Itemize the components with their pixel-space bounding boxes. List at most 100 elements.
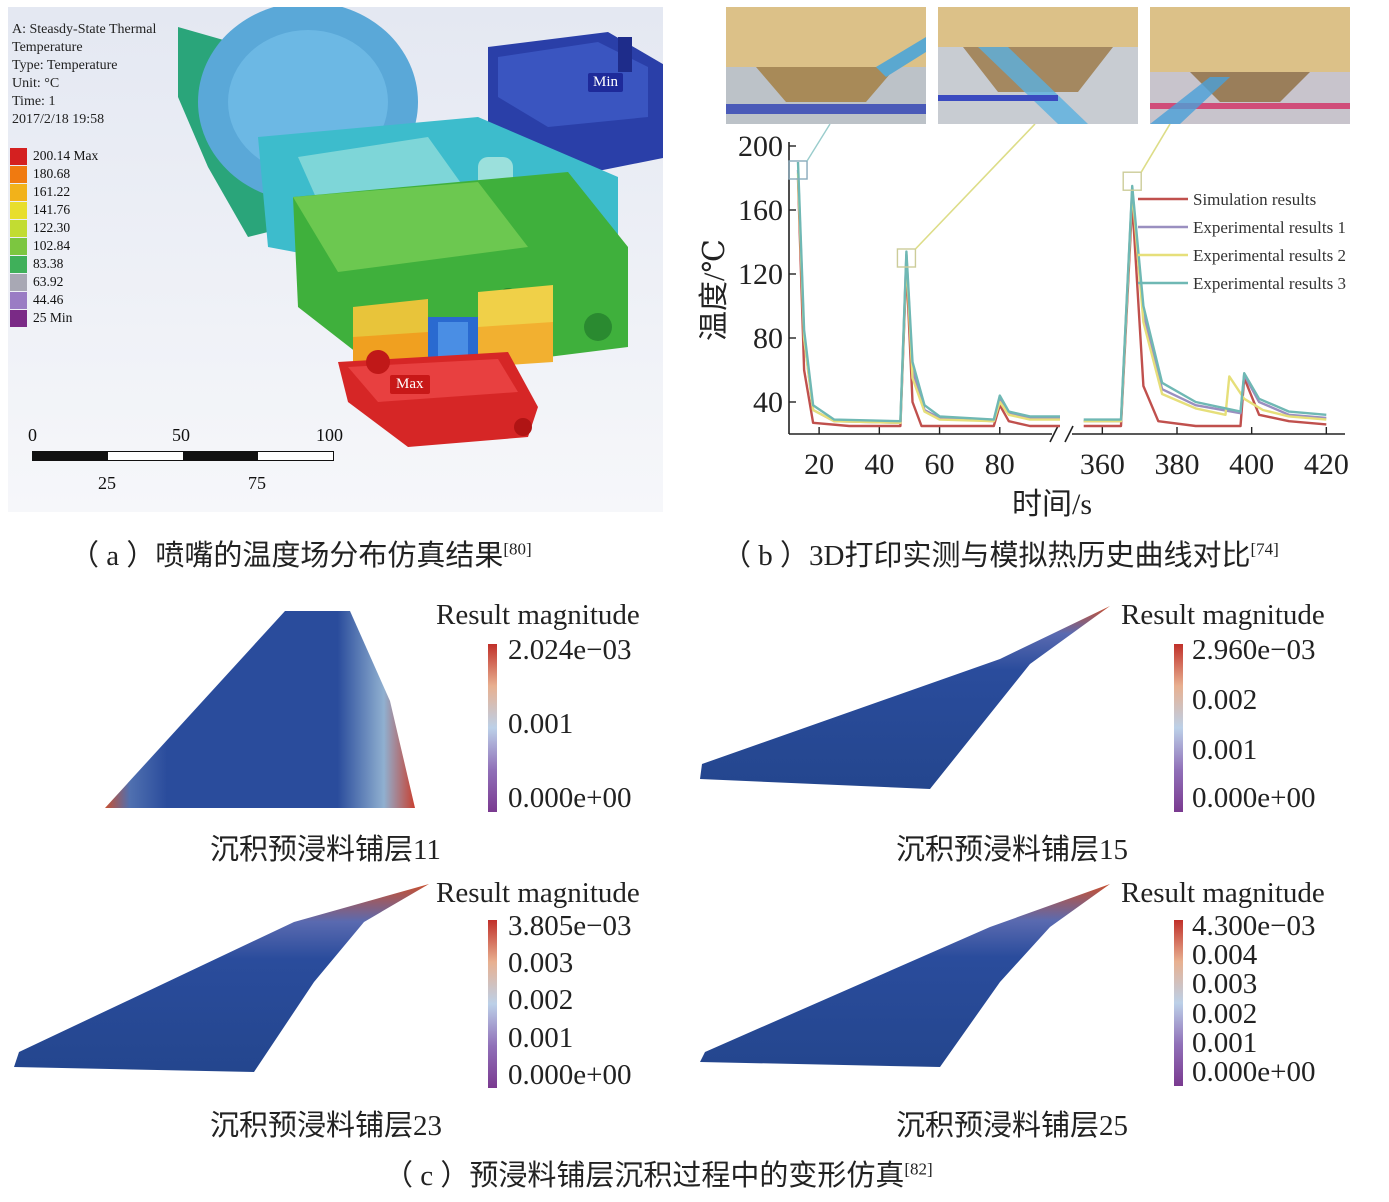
x-tick-label: 360 [1080, 448, 1125, 481]
legend-label-1: Simulation results [1193, 190, 1316, 209]
scale-top-0: 0 [28, 425, 37, 445]
legend-entry: 63.92 [10, 273, 98, 291]
legend-value: 63.92 [33, 274, 64, 289]
legend-label-2: Experimental results 1 [1193, 218, 1346, 237]
panel-a: A: Steasdy-State Thermal Temperature Typ… [8, 7, 663, 512]
legend-entry: 44.46 [10, 291, 98, 309]
plot-25-tick-4: 0.001 [1192, 1027, 1258, 1059]
scale-bottom-75: 75 [248, 473, 266, 493]
fem-nozzle-render [8, 7, 663, 512]
layer-15-shape [700, 606, 1110, 789]
scale-top-50: 50 [172, 425, 190, 445]
plot-25-tick-3: 0.002 [1192, 998, 1258, 1030]
legend-value: 44.46 [33, 292, 64, 307]
plot-25-tick-1: 0.004 [1192, 939, 1258, 971]
min-tag-label: Min [593, 74, 619, 90]
legend-value: 141.76 [33, 202, 71, 217]
caption-c: （ c ）预浸料铺层沉积过程中的变形仿真[82] [384, 1152, 933, 1194]
legend-swatch [10, 201, 27, 219]
y-tick-label: 200 [738, 130, 783, 163]
plot-23-title: Result magnitude [436, 877, 640, 909]
caption-b-ref: [74] [1250, 539, 1279, 559]
x-tick-label: 60 [925, 448, 955, 481]
axis-break-mark [1064, 425, 1074, 443]
series-line-1 [796, 177, 1327, 428]
legend-entry: 180.68 [10, 165, 98, 183]
legend-swatch [10, 183, 27, 201]
plot-23-tick-0: 3.805e−03 [508, 910, 632, 942]
legend-swatch [10, 273, 27, 291]
max-tag: Max [390, 375, 430, 394]
legend-entry: 200.14 Max [10, 147, 98, 165]
plot-25-tick-5: 0.000e+00 [1192, 1056, 1316, 1088]
layer-23-shape [14, 884, 429, 1072]
caption-a: （ a ）喷嘴的温度场分布仿真结果[80] [70, 532, 532, 574]
deformation-plot-23: Result magnitude 3.805e−03 0.003 0.002 0… [14, 874, 694, 1154]
plot-23-label: 沉积预浸料铺层23 [210, 1110, 443, 1142]
scale-bar [32, 451, 334, 461]
min-tag: Min [588, 73, 624, 92]
legend-entry: 25 Min [10, 309, 98, 327]
caption-a-ref: [80] [503, 539, 532, 559]
y-tick-label: 80 [753, 322, 783, 355]
callout-box [788, 160, 808, 180]
deformation-plot-15: Result magnitude 2.960e−03 0.002 0.001 0… [700, 596, 1380, 866]
plot-23-tick-4: 0.000e+00 [508, 1059, 632, 1091]
x-tick-label: 80 [985, 448, 1015, 481]
layer-11-shape [105, 611, 415, 808]
plot-23-tick-2: 0.002 [508, 984, 574, 1016]
plot-15-tick-3: 0.000e+00 [1192, 782, 1316, 814]
caption-b-text: （ b ）3D打印实测与模拟热历史曲线对比 [722, 540, 1251, 572]
legend-entry: 122.30 [10, 219, 98, 237]
plot-15-tick-0: 2.960e−03 [1192, 634, 1316, 666]
plot-11-label: 沉积预浸料铺层11 [210, 834, 441, 866]
legend-swatch [10, 147, 27, 165]
legend-value: 25 Min [33, 310, 73, 325]
callout-box [1122, 171, 1142, 191]
caption-a-text: （ a ）喷嘴的温度场分布仿真结果 [70, 540, 504, 572]
sim-header-line-5: Time: 1 [12, 94, 56, 109]
plot-11-tick-min: 0.000e+00 [508, 782, 632, 814]
thermal-history-chart: 40 80 120 160 200 20 40 60 80 360 380 400 420 时间/s 温度/… [698, 124, 1349, 521]
callout-line [806, 124, 831, 162]
scale-top-100: 100 [316, 425, 343, 445]
plot-11-title: Result magnitude [436, 599, 640, 631]
legend-entry: 83.38 [10, 255, 98, 273]
plot-11-colorbar [488, 644, 497, 812]
sim-header-line-2: Temperature [12, 40, 83, 55]
caption-c-text: （ c ）预浸料铺层沉积过程中的变形仿真 [384, 1160, 905, 1192]
sim-header-line-6: 2017/2/18 19:58 [12, 112, 105, 127]
legend-value: 161.22 [33, 184, 71, 199]
plot-25-colorbar [1174, 920, 1183, 1086]
photo-inset-2 [938, 7, 1138, 124]
y-tick-label: 40 [753, 386, 783, 419]
y-tick-label: 160 [738, 194, 783, 227]
x-tick-label: 420 [1304, 448, 1349, 481]
axis-break-mark [1049, 425, 1059, 443]
sim-header-line-3: Type: Temperature [12, 58, 118, 73]
photo-inset-3 [1150, 7, 1350, 124]
legend-value: 102.84 [33, 238, 71, 253]
plot-23-tick-1: 0.003 [508, 947, 574, 979]
x-tick-label: 20 [804, 448, 834, 481]
temperature-legend: 200.14 Max 180.68 161.22 141.76 122.30 102.84… [10, 147, 98, 327]
legend-swatch [10, 237, 27, 255]
legend-value: 200.14 Max [33, 148, 99, 163]
plot-25-label: 沉积预浸料铺层25 [896, 1110, 1129, 1142]
sim-header-line-1: A: Steasdy-State Thermal [12, 22, 157, 37]
max-tag-label: Max [396, 376, 424, 392]
sim-header-line-4: Unit: °C [12, 76, 60, 91]
caption-b: （ b ）3D打印实测与模拟热历史曲线对比[74] [722, 532, 1279, 574]
legend-label-4: Experimental results 3 [1193, 274, 1346, 293]
plot-23-tick-3: 0.001 [508, 1022, 574, 1054]
legend-entry: 141.76 [10, 201, 98, 219]
callout-line [1140, 124, 1171, 173]
legend-value: 180.68 [33, 166, 71, 181]
legend-swatch [10, 255, 27, 273]
plot-15-title: Result magnitude [1121, 599, 1325, 631]
plot-25-tick-2: 0.003 [1192, 968, 1258, 1000]
y-tick-label: 120 [738, 258, 783, 291]
scale-bottom-25: 25 [98, 473, 116, 493]
legend-swatch [10, 165, 27, 183]
plot-25-title: Result magnitude [1121, 877, 1325, 909]
